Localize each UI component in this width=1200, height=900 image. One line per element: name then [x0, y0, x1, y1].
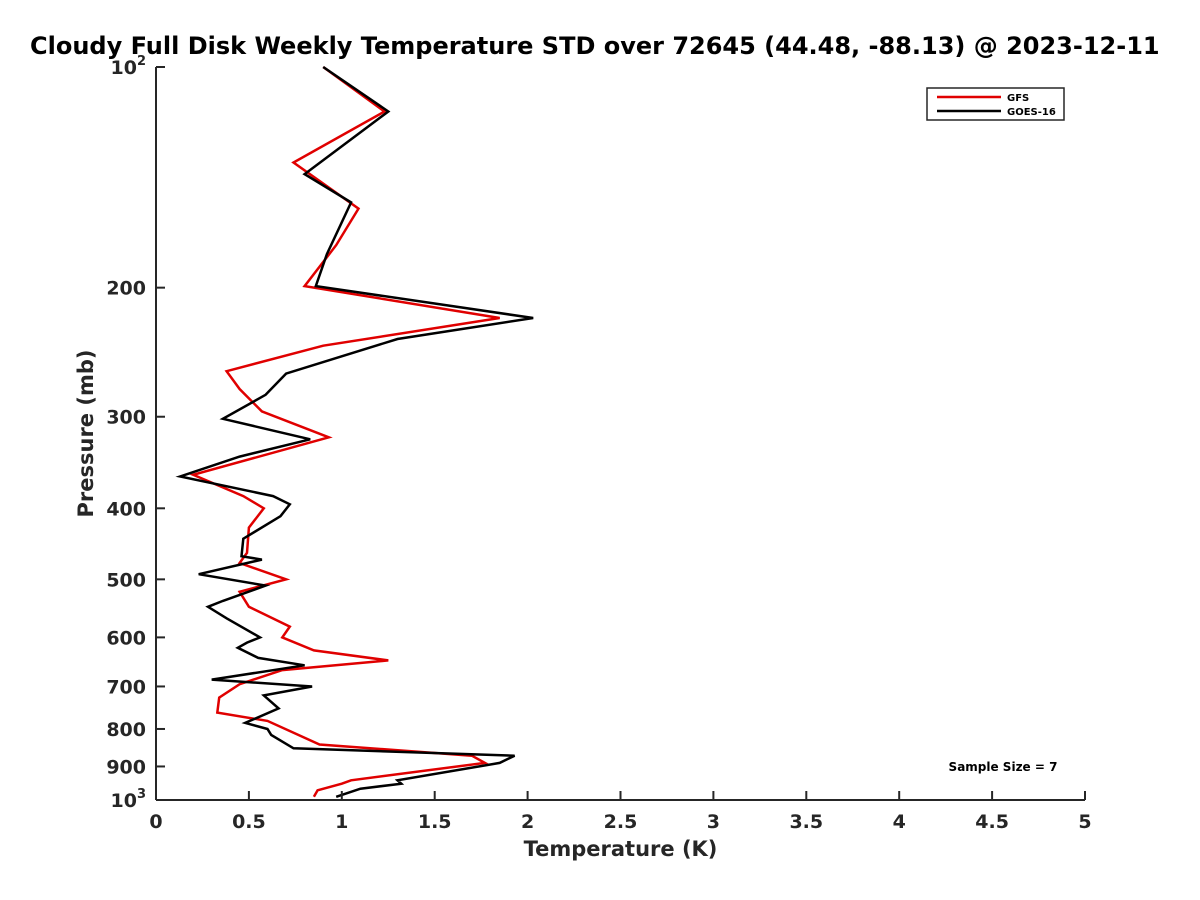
x-tick-label: 5 — [1078, 811, 1091, 833]
y-axis-label: Pressure (mb) — [74, 350, 98, 518]
y-tick-label: 300 — [106, 407, 146, 429]
x-tick-label: 3.5 — [789, 811, 823, 833]
x-tick-label: 1.5 — [418, 811, 452, 833]
legend-label-2: GOES-16 — [1007, 107, 1056, 118]
x-tick-label: 2 — [521, 811, 534, 833]
y-axis-ticks: 102 200 300 400 500 600 700 800 900 103 — [106, 54, 165, 812]
legend-label-1: GFS — [1007, 93, 1029, 104]
y-tick-label: 103 — [111, 787, 147, 812]
plot-background — [156, 67, 1085, 800]
y-tick-label: 800 — [106, 719, 146, 741]
x-axis-label: Temperature (K) — [524, 837, 718, 861]
series-layer — [175, 65, 534, 798]
legend-box — [926, 87, 1065, 121]
chart-title: Cloudy Full Disk Weekly Temperature STD … — [30, 32, 1160, 60]
plot-area — [155, 65, 1085, 801]
series-line-1 — [189, 65, 500, 798]
y-tick-label: 200 — [106, 278, 146, 300]
y-tick-label: 600 — [106, 627, 146, 649]
x-tick-label: 3 — [707, 811, 720, 833]
y-tick-label: 400 — [106, 498, 146, 520]
x-axis-ticks: 0 0.5 1 1.5 2 2.5 3 3.5 4 4.5 5 — [149, 791, 1092, 833]
x-tick-label: 4.5 — [975, 811, 1009, 833]
x-tick-label: 1 — [335, 811, 348, 833]
y-tick-label: 102 — [111, 54, 147, 79]
series-line-2 — [175, 65, 534, 798]
x-tick-label: 4 — [893, 811, 906, 833]
y-tick-label: 500 — [106, 569, 146, 591]
y-tick-label: 900 — [106, 756, 146, 778]
legend: GFS GOES-16 — [926, 87, 1065, 121]
sample-size-annotation: Sample Size = 7 — [949, 760, 1058, 774]
x-tick-label: 2.5 — [604, 811, 638, 833]
y-tick-label: 700 — [106, 676, 146, 698]
x-tick-label: 0 — [149, 811, 162, 833]
x-tick-label: 0.5 — [232, 811, 266, 833]
